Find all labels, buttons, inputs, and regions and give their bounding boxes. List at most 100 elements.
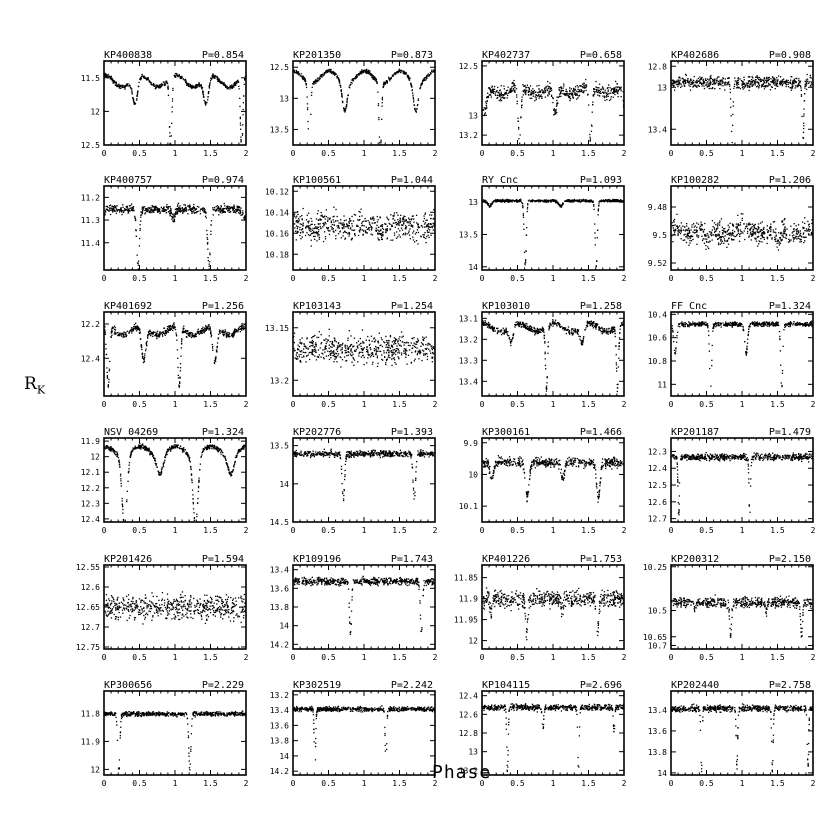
data-point (720, 218, 723, 220)
data-point (424, 226, 426, 228)
data-point (433, 225, 435, 227)
data-point (157, 211, 160, 213)
data-point (390, 214, 392, 216)
data-point (784, 226, 786, 228)
data-point (316, 77, 319, 79)
data-point (400, 227, 403, 229)
data-point (308, 147, 309, 148)
data-point (311, 223, 313, 225)
data-point (514, 91, 516, 93)
data-point (608, 92, 610, 95)
data-point (150, 209, 152, 211)
data-point (743, 82, 745, 84)
data-point (576, 200, 578, 202)
data-point (351, 215, 353, 218)
data-point (427, 224, 429, 226)
data-point (336, 77, 338, 79)
data-points (671, 213, 813, 251)
data-point (169, 210, 171, 212)
data-point (679, 225, 681, 227)
data-point (431, 70, 433, 72)
data-point (194, 87, 197, 89)
data-point (308, 149, 309, 150)
x-tick-label: 1.5 (770, 149, 785, 158)
data-point (707, 85, 709, 87)
data-point (563, 83, 565, 85)
data-point (207, 92, 210, 95)
data-point (351, 79, 353, 81)
data-point (755, 76, 758, 78)
panel-period: P=1.093 (580, 175, 622, 186)
data-point (612, 198, 614, 201)
data-point (771, 237, 773, 239)
x-tick-label: 0.5 (510, 274, 525, 283)
data-point (433, 223, 435, 225)
data-point (603, 200, 606, 202)
data-point (244, 215, 246, 217)
data-point (602, 88, 605, 90)
data-point (687, 79, 689, 81)
data-point (737, 86, 739, 88)
data-point (104, 74, 106, 76)
data-point (306, 107, 309, 109)
x-tick-label: 0.5 (699, 149, 714, 158)
data-point (349, 220, 351, 222)
data-point (531, 91, 533, 93)
data-point (587, 94, 589, 96)
data-point (737, 229, 739, 232)
data-point (793, 82, 795, 84)
data-point (230, 206, 232, 209)
data-point (380, 230, 382, 232)
data-point (203, 96, 205, 98)
data-point (113, 206, 115, 208)
data-point (804, 83, 806, 85)
data-point (505, 200, 507, 202)
data-point (326, 69, 328, 72)
data-point (538, 199, 541, 201)
data-point (151, 207, 153, 209)
data-point (365, 230, 367, 233)
data-point (407, 221, 409, 223)
data-point (518, 138, 520, 140)
data-point (348, 86, 350, 88)
data-point (546, 89, 549, 92)
data-point (192, 86, 195, 89)
x-tick-label: 2 (433, 149, 438, 158)
data-point (157, 84, 159, 87)
data-point (754, 84, 756, 86)
data-point (713, 227, 715, 229)
data-point (748, 76, 750, 78)
data-point (703, 234, 706, 236)
data-point (304, 81, 307, 83)
data-point (807, 228, 810, 230)
data-point (403, 72, 405, 74)
data-point (728, 226, 730, 228)
data-point (687, 237, 689, 240)
data-point (776, 242, 778, 244)
data-point (676, 213, 678, 215)
data-point (617, 96, 619, 98)
data-point (322, 216, 324, 218)
data-point (309, 227, 311, 229)
data-point (580, 90, 583, 93)
data-point (109, 209, 111, 211)
data-point (743, 79, 745, 81)
data-point (423, 217, 426, 220)
data-point (207, 248, 209, 250)
data-point (761, 234, 763, 236)
data-point (158, 208, 161, 210)
data-point (781, 85, 783, 87)
data-point (126, 209, 128, 211)
data-point (696, 231, 698, 233)
data-point (503, 97, 505, 99)
data-point (521, 104, 523, 106)
data-point (163, 83, 165, 85)
data-point (325, 215, 328, 218)
data-point (757, 81, 760, 84)
data-point (130, 204, 132, 207)
data-point (372, 217, 374, 219)
data-point (230, 86, 232, 88)
y-tick-label: 13 (468, 111, 478, 120)
data-point (319, 218, 321, 220)
data-point (731, 141, 733, 144)
